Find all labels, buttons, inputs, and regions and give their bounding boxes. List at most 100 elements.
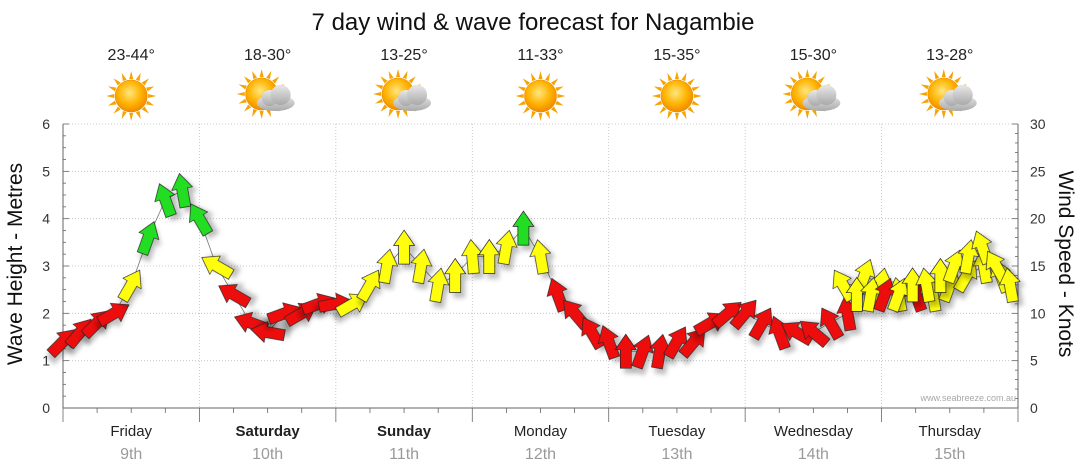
sun-ray (141, 106, 149, 114)
day-temperature: 18-30° (244, 47, 291, 64)
wind-arrow (597, 325, 621, 361)
wind-arrow (154, 183, 177, 219)
sun-ray (674, 112, 679, 121)
sun-ray (515, 93, 524, 99)
sun-ray (402, 70, 408, 80)
sun-ray (380, 104, 388, 112)
left-axis-label: Wave Height - Metres (4, 163, 27, 365)
sun-ray (538, 112, 543, 121)
sun-rays (106, 71, 157, 121)
cloud-puff (407, 85, 428, 105)
wind-arrow (546, 277, 570, 313)
sun-ray (687, 106, 695, 114)
sun-ray (106, 93, 115, 99)
sun-ray (550, 106, 559, 114)
sun-ray (681, 110, 687, 120)
day-date-label: 13th (661, 446, 692, 463)
sun-ray (243, 104, 252, 112)
wind-arrow (998, 267, 1021, 304)
sun-ray (408, 76, 416, 84)
day-date-label: 15th (934, 446, 965, 463)
sun-ray (797, 70, 803, 80)
day-labels: Friday 9th Saturday 10th Sunday 11th Monday 12t… (110, 423, 981, 463)
day-temperature: 11-33° (517, 47, 563, 64)
cloud-shape (393, 85, 432, 111)
sun-ray (380, 76, 388, 84)
cloud-puff (270, 85, 291, 105)
day-date-label: 14th (798, 446, 829, 463)
wind-arrow (96, 303, 130, 328)
left-tick-label: 4 (42, 211, 50, 227)
sun-ray (653, 86, 663, 92)
sun-ray (920, 98, 929, 104)
wind-arrow (512, 210, 535, 246)
wind-series (46, 172, 1021, 370)
sun-ray (121, 110, 127, 120)
sun-ray (266, 70, 272, 80)
sun-ray (113, 106, 121, 114)
sun-icon (515, 71, 566, 121)
left-axis-ticks: 0 1 2 3 4 5 6 (42, 116, 50, 416)
sun-ray (259, 110, 264, 119)
left-tick-label: 2 (42, 305, 50, 321)
day-temperature: 15-35° (653, 47, 700, 64)
sun-ray (691, 100, 701, 106)
day-date-label: 9th (120, 446, 142, 463)
sun-ray (555, 86, 564, 92)
wind-arrow (678, 328, 706, 359)
day-date-label: 11th (389, 446, 419, 463)
sun-ray (557, 93, 566, 99)
day-temperature: 15-30° (790, 47, 837, 64)
credit-text: www.seabreeze.com.au (919, 393, 1016, 403)
sun-ray (545, 110, 551, 120)
sun-ray (146, 100, 155, 106)
sun-ray (948, 108, 954, 118)
day-temperature: 23-44° (108, 47, 155, 64)
sun-ray (252, 70, 258, 80)
sun-disc (660, 79, 694, 113)
sun-ray (693, 93, 702, 99)
wind-arrow (410, 248, 433, 285)
wind-arrow (334, 293, 369, 318)
sun-ray (238, 84, 247, 90)
sun-ray (926, 76, 934, 84)
sun-ray (148, 93, 157, 99)
sun-ray (396, 69, 401, 78)
wind-arrow (189, 203, 214, 237)
partly-cloudy-icon (782, 69, 841, 119)
cloud-shape (938, 85, 977, 111)
sun-ray (113, 78, 121, 86)
sun-ray (522, 78, 531, 86)
sun-ray (272, 76, 280, 84)
wind-arrow (376, 248, 399, 285)
wind-arrow (171, 172, 194, 209)
sun-ray (782, 91, 791, 97)
sun-ray (129, 112, 134, 121)
day-name-label: Saturday (236, 423, 301, 440)
wind-arrow (136, 221, 160, 256)
wind-arrow (250, 321, 286, 344)
sun-ray (941, 69, 946, 78)
wind-arrow (218, 284, 252, 309)
sun-ray (926, 104, 934, 112)
sun-ray (941, 110, 946, 119)
day-name-label: Friday (110, 423, 152, 440)
sun-ray (141, 78, 149, 86)
wind-arrow (495, 229, 518, 266)
day-date-label: 10th (252, 446, 283, 463)
sun-ray (402, 108, 408, 118)
sun-ray (530, 110, 536, 120)
right-tick-label: 10 (1030, 305, 1046, 321)
axes (62, 123, 1019, 422)
sun-ray (784, 98, 793, 104)
wind-arrow (614, 333, 637, 369)
sun-ray (135, 72, 141, 82)
sun-ray (667, 72, 673, 82)
cloud-shape (802, 85, 841, 111)
wind-arrow (478, 238, 501, 274)
sun-ray (545, 72, 551, 82)
wind-arrow (117, 269, 142, 303)
sun-ray (388, 108, 394, 118)
sun-ray (659, 78, 667, 86)
